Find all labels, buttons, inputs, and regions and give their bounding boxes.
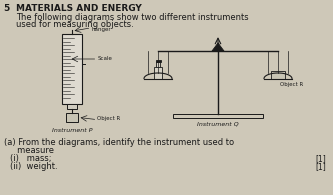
Text: measure: measure — [4, 146, 54, 155]
Text: Object R: Object R — [280, 82, 303, 87]
Polygon shape — [212, 43, 224, 51]
Bar — [156, 60, 161, 62]
Bar — [154, 67, 162, 79]
Bar — [156, 62, 160, 67]
Bar — [173, 114, 263, 118]
Bar — [271, 71, 285, 79]
Bar — [66, 113, 78, 122]
Text: (a) From the diagrams, identify the instrument used to: (a) From the diagrams, identify the inst… — [4, 138, 234, 147]
Text: hanger: hanger — [91, 27, 111, 32]
Text: MATERIALS AND ENERGY: MATERIALS AND ENERGY — [16, 4, 142, 13]
Text: Object R: Object R — [97, 116, 120, 121]
Text: Instrument Q: Instrument Q — [197, 121, 239, 126]
Text: used for measuring objects.: used for measuring objects. — [16, 20, 134, 29]
Text: (ii)  weight.: (ii) weight. — [10, 162, 58, 171]
Text: Instrument P: Instrument P — [52, 128, 92, 133]
Text: [1]: [1] — [315, 162, 326, 171]
Text: 5: 5 — [3, 4, 9, 13]
Text: The following diagrams show two different instruments: The following diagrams show two differen… — [16, 13, 249, 22]
Bar — [67, 104, 77, 109]
Text: [1]: [1] — [315, 154, 326, 163]
Text: (i)   mass;: (i) mass; — [10, 154, 52, 163]
Bar — [62, 34, 82, 104]
Text: Scale: Scale — [98, 57, 113, 61]
